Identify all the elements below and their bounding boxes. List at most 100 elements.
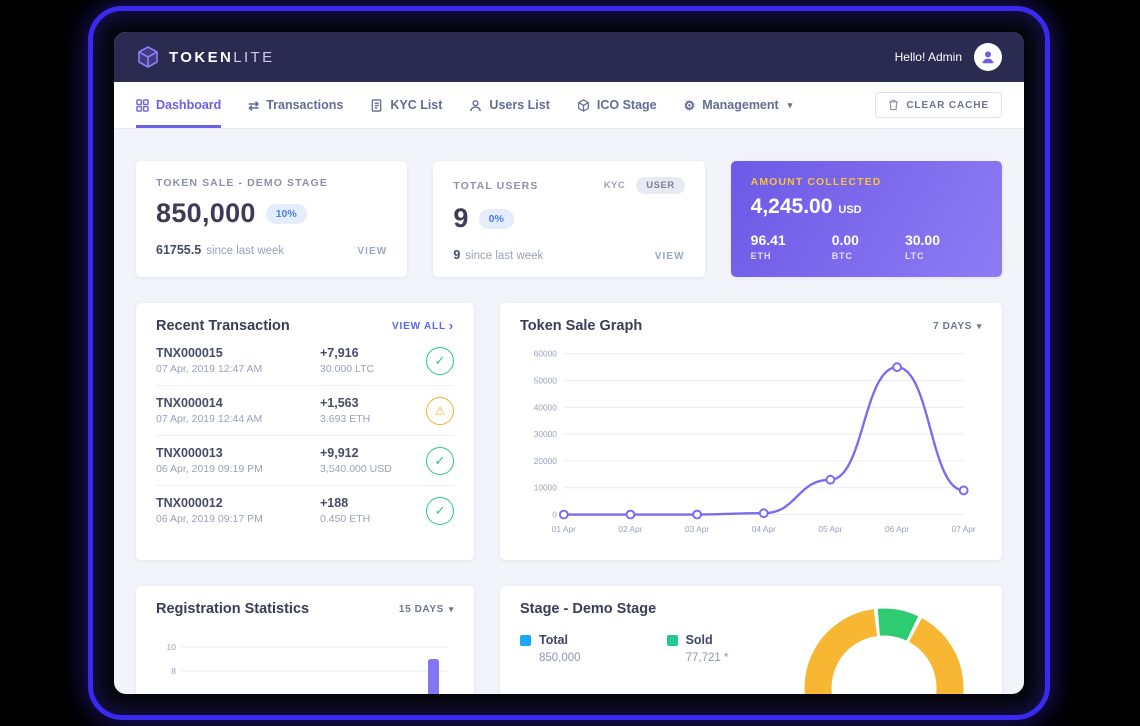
nav-item-transactions[interactable]: ⇄ Transactions xyxy=(248,82,343,128)
bottom-row: Registration Statistics 15 DAYS ▾ 10 8 St… xyxy=(136,586,1002,694)
nav-item-dashboard[interactable]: Dashboard xyxy=(136,82,222,128)
toggle-kyc[interactable]: KYC xyxy=(603,180,626,191)
tx-date: 06 Apr, 2019 09:17 PM xyxy=(156,513,263,525)
token-sale-delta: 61755.5 since last week xyxy=(156,243,285,257)
svg-text:50000: 50000 xyxy=(534,376,558,386)
kyc-list-icon xyxy=(370,98,383,112)
tx-date: 07 Apr, 2019 12:47 AM xyxy=(156,363,263,375)
tx-id: TNX000015 xyxy=(156,346,223,360)
nav-label: Users List xyxy=(489,98,550,112)
token-sale-title: TOKEN SALE - DEMO STAGE xyxy=(156,177,328,189)
tx-date: 06 Apr, 2019 09:19 PM xyxy=(156,463,263,475)
stats-row: TOKEN SALE - DEMO STAGE 850,000 10% 6175… xyxy=(136,161,1002,277)
tx-amount: +9,912 xyxy=(320,446,359,460)
nav-item-ico-stage[interactable]: ICO Stage xyxy=(577,82,657,128)
svg-text:06 Apr: 06 Apr xyxy=(885,524,909,534)
nav-label: ICO Stage xyxy=(596,98,657,112)
svg-text:05 Apr: 05 Apr xyxy=(818,524,842,534)
nav-label: Dashboard xyxy=(156,98,222,112)
topbar: TOKENLITE Hello! Admin xyxy=(114,32,1024,82)
total-users-view-link[interactable]: VIEW xyxy=(654,251,685,262)
stage-title: Stage - Demo Stage xyxy=(520,601,657,617)
svg-text:30000: 30000 xyxy=(534,429,558,439)
greeting-text: Hello! Admin xyxy=(894,50,962,64)
person-icon xyxy=(980,49,996,65)
toggle-user[interactable]: USER xyxy=(636,177,685,194)
legend-value: 850,000 xyxy=(539,652,581,664)
registration-statistics-panel: Registration Statistics 15 DAYS ▾ 10 8 xyxy=(136,586,474,694)
nav-item-management[interactable]: ⚙ Management ▾ xyxy=(684,82,793,128)
nav-item-users-list[interactable]: Users List xyxy=(469,82,550,128)
registration-range-dropdown[interactable]: 15 DAYS ▾ xyxy=(398,603,454,615)
total-users-card: TOTAL USERS KYC USER 9 0% 9 since last we… xyxy=(433,161,705,277)
transaction-list: TNX000015 07 Apr, 2019 12:47 AM +7,916 3… xyxy=(156,336,454,535)
token-sale-graph-panel: Token Sale Graph 7 DAYS ▾ 0 10000 20000 300… xyxy=(500,303,1002,560)
check-circle-icon: ✓ xyxy=(426,446,454,475)
registration-bar-chart: 10 8 xyxy=(167,642,448,694)
svg-text:02 Apr: 02 Apr xyxy=(618,524,642,534)
tx-amount: +7,916 xyxy=(320,346,359,360)
tx-amount: +1,563 xyxy=(320,396,359,410)
transactions-icon: ⇄ xyxy=(248,97,260,113)
brand: TOKENLITE xyxy=(136,45,275,69)
users-list-icon xyxy=(469,99,482,112)
view-all-link[interactable]: VIEW ALL › xyxy=(392,318,454,333)
total-users-badge: 0% xyxy=(478,208,514,229)
tx-id: TNX000013 xyxy=(156,446,223,460)
token-sale-view-link[interactable]: VIEW xyxy=(357,246,388,257)
bar-chart-area: 10 8 xyxy=(156,627,454,694)
amount-collected-currency: USD xyxy=(838,204,862,216)
total-users-value: 9 xyxy=(453,203,469,233)
svg-text:8: 8 xyxy=(171,666,176,676)
svg-text:20000: 20000 xyxy=(534,456,558,466)
nav-item-kyc-list[interactable]: KYC List xyxy=(370,82,442,128)
gear-icon: ⚙ xyxy=(683,97,696,113)
chevron-down-icon: ▾ xyxy=(976,320,982,331)
amount-breakdown: 96.41 ETH 0.00 BTC 30.00 LTC xyxy=(751,232,982,261)
token-sale-graph-title: Token Sale Graph xyxy=(520,318,643,334)
nav-label: Transactions xyxy=(266,98,344,112)
breakdown-ltc: 30.00 LTC xyxy=(904,232,940,261)
registration-statistics-title: Registration Statistics xyxy=(156,601,310,617)
token-sale-value: 850,000 xyxy=(156,198,256,228)
chevron-down-icon: ▾ xyxy=(787,99,793,110)
total-users-title: TOTAL USERS xyxy=(453,179,539,192)
dashboard-icon xyxy=(136,98,149,112)
total-users-delta: 9 since last week xyxy=(453,248,544,262)
user-avatar[interactable] xyxy=(974,43,1002,71)
navbar: Dashboard ⇄ Transactions KYC List Users … xyxy=(114,82,1024,129)
app-screen: TOKENLITE Hello! Admin Dashboard ⇄ xyxy=(114,32,1024,694)
graph-range-dropdown[interactable]: 7 DAYS ▾ xyxy=(933,320,982,332)
brand-name: TOKENLITE xyxy=(169,48,275,66)
transaction-row: TNX000012 06 Apr, 2019 09:17 PM +188 0.4… xyxy=(156,486,454,535)
line-chart-area: 0 10000 20000 30000 40000 50000 60000 01 Apr 02 … xyxy=(520,344,982,545)
total-swatch xyxy=(520,634,531,646)
tx-detail: 0.450 ETH xyxy=(320,513,371,525)
clear-cache-button[interactable]: CLEAR CACHE xyxy=(875,92,1002,118)
token-sale-card: TOKEN SALE - DEMO STAGE 850,000 10% 6175… xyxy=(136,161,408,277)
legend-value: 77,721 * xyxy=(685,652,729,664)
clear-cache-label: CLEAR CACHE xyxy=(906,99,989,111)
ico-stage-icon xyxy=(577,98,590,112)
token-sale-badge: 10% xyxy=(265,203,307,224)
transaction-row: TNX000013 06 Apr, 2019 09:19 PM +9,912 3… xyxy=(156,436,454,486)
recent-transactions-title: Recent Transaction xyxy=(156,318,290,334)
legend-item-total: Total 850,000 xyxy=(520,633,581,664)
svg-text:10000: 10000 xyxy=(534,483,558,493)
transaction-row: TNX000014 07 Apr, 2019 12:44 AM +1,563 3… xyxy=(156,386,454,436)
transaction-row: TNX000015 07 Apr, 2019 12:47 AM +7,916 3… xyxy=(156,336,454,386)
tx-detail: 3,540.000 USD xyxy=(320,463,392,475)
stage-legend: Total 850,000 Sold 77,721 * xyxy=(520,633,982,664)
sold-swatch xyxy=(666,634,678,646)
check-circle-icon: ✓ xyxy=(426,346,454,375)
svg-text:60000: 60000 xyxy=(534,349,558,359)
tx-amount: +188 xyxy=(320,496,349,510)
warning-circle-icon: ⚠ xyxy=(426,396,454,425)
amount-collected-title: AMOUNT COLLECTED xyxy=(750,176,882,188)
stage-donut-chart xyxy=(804,608,964,694)
tx-date: 07 Apr, 2019 12:44 AM xyxy=(156,413,263,425)
svg-text:0: 0 xyxy=(552,509,557,519)
main-content: TOKEN SALE - DEMO STAGE 850,000 10% 6175… xyxy=(114,129,1024,694)
svg-text:40000: 40000 xyxy=(534,402,558,412)
breakdown-eth: 96.41 ETH xyxy=(750,232,786,261)
